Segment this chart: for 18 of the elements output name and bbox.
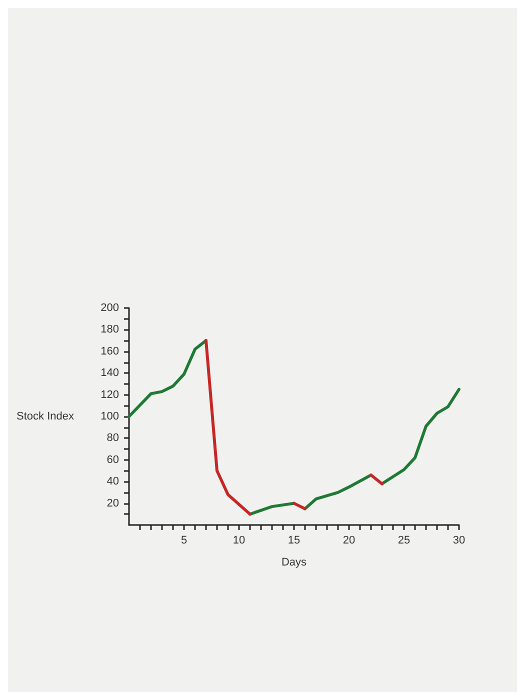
y-axis-title: Stock Index (16, 410, 74, 422)
y-tick-label: 80 (106, 432, 119, 444)
y-tick-label: 180 (100, 324, 119, 336)
x-tick-label: 20 (342, 534, 356, 546)
y-tick-label: 20 (106, 497, 119, 510)
y-tick-label: 140 (100, 367, 119, 380)
y-tick-label: 120 (100, 388, 119, 401)
x-tick-label: 10 (232, 534, 246, 546)
x-tick-label: 25 (398, 534, 410, 546)
x-tick-label: 15 (288, 534, 300, 546)
x-tick-label: 5 (180, 534, 188, 546)
x-tick-label: 30 (452, 534, 466, 546)
y-tick-label: 100 (100, 410, 119, 422)
y-tick-label: 160 (100, 345, 119, 358)
x-axis-title: Days (281, 556, 308, 568)
y-tick-label: 60 (106, 454, 119, 466)
y-tick-label: 200 (100, 302, 119, 314)
y-tick-label: 40 (106, 476, 119, 488)
